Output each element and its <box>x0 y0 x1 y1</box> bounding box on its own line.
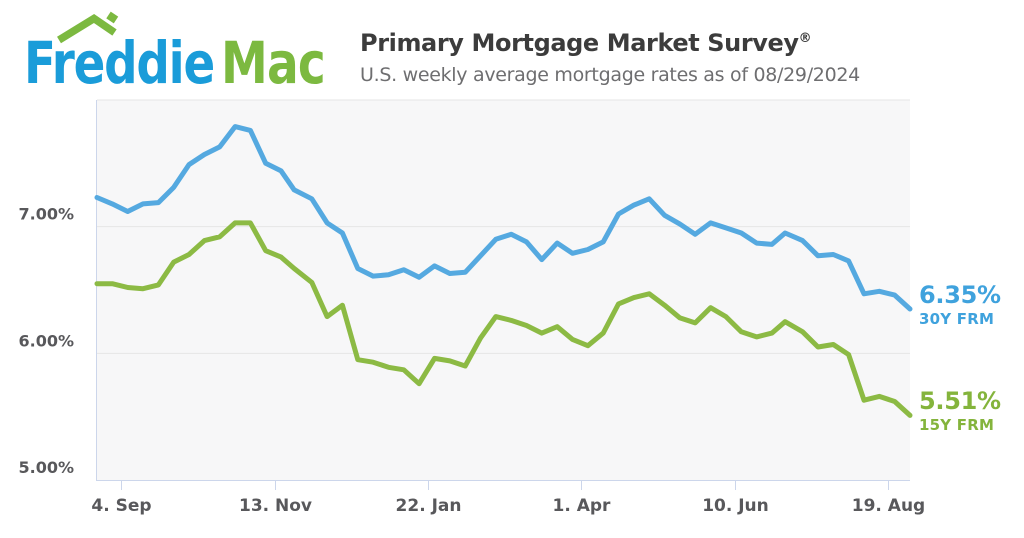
x-axis-label-1. Apr: 1. Apr <box>553 496 612 516</box>
x-axis-label-19. Aug: 19. Aug <box>852 496 925 516</box>
30y-current-rate: 6.35% <box>919 281 1001 309</box>
30y-frm-line[interactable] <box>94 124 913 312</box>
30y-series-label: 30Y FRM <box>919 310 995 328</box>
x-axis-label-22. Jan: 22. Jan <box>396 496 462 516</box>
x-axis-label-4. Sep: 4. Sep <box>91 496 151 516</box>
freddie-mac-logo: Freddie Mac <box>24 11 326 92</box>
plot-area[interactable] <box>97 100 910 480</box>
logo-word-mac: Mac <box>221 29 325 92</box>
y-axis-label-6.00%: 6.00% <box>18 331 74 350</box>
roof-accent-piece <box>106 11 119 24</box>
series-end-annotation-15y: 5.51% 15Y FRM <box>919 388 1001 434</box>
house-roof-icon <box>57 11 119 44</box>
y-axis-label-5.00%: 5.00% <box>18 458 74 477</box>
15y-series-label: 15Y FRM <box>919 416 995 435</box>
x-axis-label-10. Jun: 10. Jun <box>702 496 769 516</box>
page-title-text: Primary Mortgage Market Survey <box>360 29 799 57</box>
page-title: Primary Mortgage Market Survey® <box>360 25 860 57</box>
y-axis-label-7.00%: 7.00% <box>18 205 74 224</box>
15y-frm-line[interactable] <box>94 220 913 418</box>
logo-word-freddie: Freddie <box>24 29 214 92</box>
registered-mark: ® <box>798 31 812 46</box>
15y-current-rate: 5.51% <box>919 387 1001 416</box>
title-block: Primary Mortgage Market Survey® U.S. wee… <box>360 25 860 87</box>
page-subtitle: U.S. weekly average mortgage rates as of… <box>360 64 860 86</box>
series-end-annotation-30y: 6.35% 30Y FRM <box>919 282 1001 328</box>
x-axis-label-13. Nov: 13. Nov <box>239 496 312 516</box>
